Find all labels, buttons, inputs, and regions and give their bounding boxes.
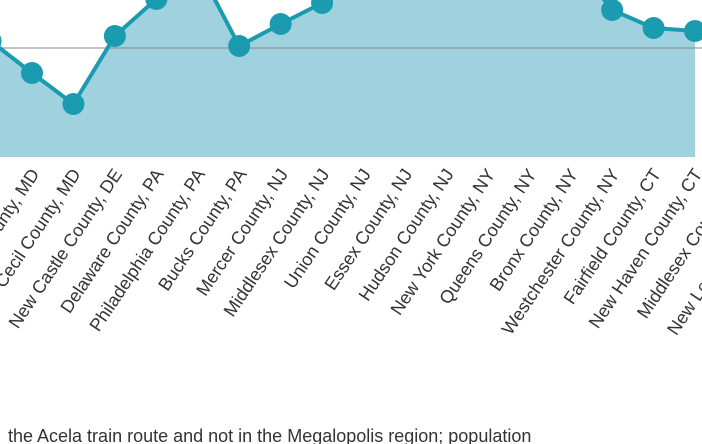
marker — [21, 62, 43, 84]
marker — [0, 35, 2, 47]
marker — [62, 93, 85, 115]
plot-area — [0, 0, 702, 157]
marker — [311, 0, 334, 14]
caption: the Acela train route and not in the Meg… — [8, 426, 531, 444]
marker — [269, 13, 292, 35]
marker — [684, 20, 702, 42]
marker — [103, 25, 126, 47]
marker — [145, 0, 168, 10]
area — [0, 0, 696, 157]
line — [0, 0, 696, 106]
marker — [228, 35, 251, 57]
marker — [601, 0, 624, 21]
marker — [642, 17, 665, 39]
